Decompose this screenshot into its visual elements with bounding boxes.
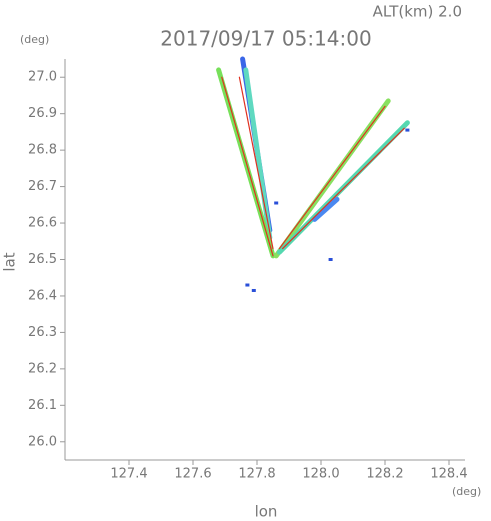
subtitle: ALT(km) 2.0	[373, 3, 462, 21]
y-tick-label: 26.9	[28, 106, 57, 121]
y-tick-label: 26.3	[28, 325, 57, 340]
chart-title: 2017/09/17 05:14:00	[160, 27, 371, 51]
y-tick-label: 26.6	[28, 216, 57, 231]
echo-beam	[312, 196, 340, 222]
x-tick-label: 128.0	[302, 467, 339, 482]
y-tick-label: 27.0	[28, 70, 57, 85]
y-tick-label: 26.2	[28, 361, 57, 376]
echo-core	[221, 76, 274, 257]
x-axis-label: lon	[255, 503, 278, 521]
echo-dot	[251, 288, 256, 292]
echo-dot	[274, 201, 279, 205]
x-tick-label: 127.4	[110, 467, 147, 482]
echo-core	[238, 76, 274, 250]
x-tick-label: 127.8	[238, 467, 275, 482]
y-tick-label: 26.5	[28, 252, 57, 267]
y-tick-label: 26.8	[28, 143, 57, 158]
echo-dot	[328, 258, 333, 261]
y-tick-label: 26.0	[28, 434, 57, 449]
x-tick-label: 127.6	[174, 467, 211, 482]
echo-dot	[405, 128, 410, 132]
x-tick-label: 128.4	[430, 467, 467, 482]
y-tick-label: 26.7	[28, 179, 57, 194]
echo-core	[282, 127, 405, 250]
y-tick-label: 26.4	[28, 288, 57, 303]
echo-dot	[245, 283, 250, 287]
y-unit: (deg)	[20, 33, 49, 46]
x-unit: (deg)	[452, 485, 481, 498]
y-tick-label: 26.1	[28, 398, 57, 413]
echo-core	[278, 105, 386, 250]
x-tick-label: 128.2	[366, 467, 403, 482]
y-axis-label: lat	[1, 252, 19, 271]
